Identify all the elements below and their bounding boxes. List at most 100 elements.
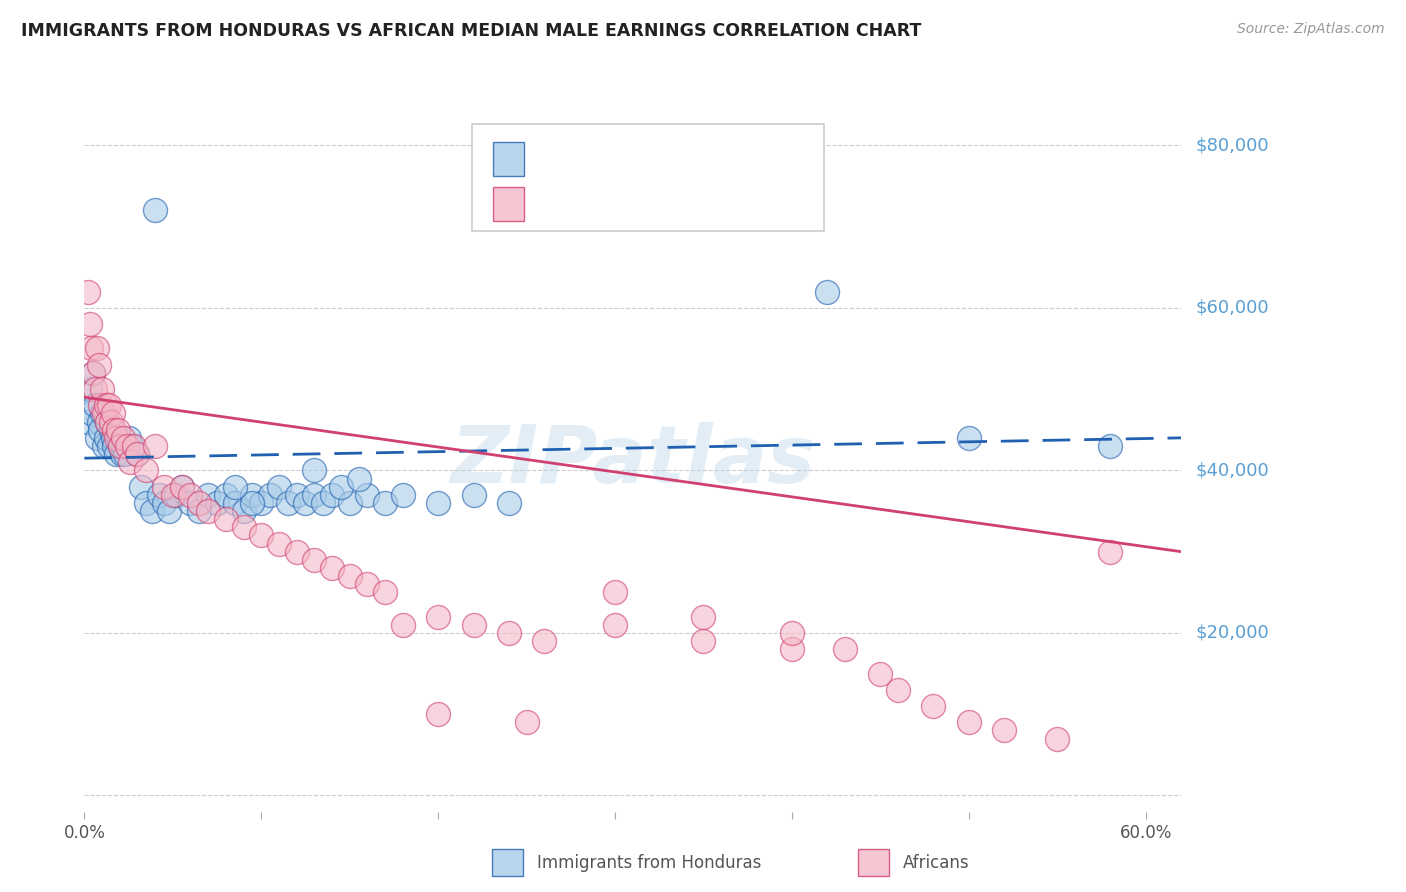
Point [232, 504, 254, 518]
Text: Immigrants from Honduras: Immigrants from Honduras [537, 855, 762, 872]
Text: $20,000: $20,000 [1195, 624, 1270, 642]
Point [107, 423, 129, 437]
Point [391, 617, 413, 632]
Point [312, 496, 335, 510]
Point [162, 488, 184, 502]
Point [115, 439, 138, 453]
Point [87, 415, 110, 429]
Point [339, 569, 361, 583]
Point [86, 431, 108, 445]
Point [108, 439, 131, 453]
Point [250, 528, 273, 542]
Point [232, 520, 254, 534]
Point [224, 480, 246, 494]
Point [93, 407, 115, 421]
Point [603, 585, 626, 599]
Point [242, 488, 264, 502]
Text: N =: N = [668, 149, 699, 167]
Point [993, 723, 1015, 738]
Point [80, 342, 103, 356]
Point [103, 423, 125, 437]
Point [692, 634, 714, 648]
Point [84, 398, 107, 412]
Point [259, 488, 281, 502]
Text: R =: R = [541, 149, 572, 167]
Point [463, 488, 485, 502]
Point [77, 285, 100, 299]
Text: $80,000: $80,000 [1195, 136, 1268, 154]
Point [498, 626, 520, 640]
Point [94, 398, 117, 412]
Point [94, 431, 117, 445]
Point [887, 682, 910, 697]
Point [374, 585, 396, 599]
Point [89, 423, 111, 437]
Point [205, 496, 228, 510]
Point [86, 342, 108, 356]
Point [96, 415, 118, 429]
Point [79, 317, 101, 331]
Point [110, 447, 132, 461]
Point [285, 544, 308, 558]
Point [91, 382, 114, 396]
Point [101, 431, 124, 445]
Point [129, 480, 152, 494]
Point [100, 423, 122, 437]
Text: N =: N = [668, 194, 699, 212]
Point [170, 480, 193, 494]
Point [100, 415, 122, 429]
Point [267, 536, 290, 550]
Point [869, 666, 891, 681]
Point [250, 496, 273, 510]
Point [143, 439, 166, 453]
Point [304, 488, 326, 502]
Point [215, 512, 238, 526]
Point [922, 699, 945, 714]
Point [188, 496, 211, 510]
Point [121, 439, 143, 453]
Point [114, 447, 136, 461]
Point [98, 398, 121, 412]
Point [96, 415, 118, 429]
Point [84, 382, 107, 396]
Point [815, 285, 838, 299]
Point [1099, 544, 1122, 558]
Point [93, 439, 115, 453]
Point [179, 496, 201, 510]
Point [304, 463, 326, 477]
Point [957, 715, 980, 730]
Point [117, 431, 139, 445]
Point [135, 496, 157, 510]
Point [321, 561, 343, 575]
Point [277, 496, 299, 510]
Point [957, 431, 980, 445]
Point [80, 407, 103, 421]
Point [498, 496, 520, 510]
Point [427, 496, 450, 510]
Point [215, 488, 238, 502]
Point [516, 715, 538, 730]
Point [285, 488, 308, 502]
Point [321, 488, 343, 502]
Text: IMMIGRANTS FROM HONDURAS VS AFRICAN MEDIAN MALE EARNINGS CORRELATION CHART: IMMIGRANTS FROM HONDURAS VS AFRICAN MEDI… [21, 22, 921, 40]
Point [427, 609, 450, 624]
Point [463, 617, 485, 632]
Point [148, 488, 170, 502]
Point [91, 407, 114, 421]
Point [427, 707, 450, 722]
Point [103, 439, 125, 453]
Point [242, 496, 264, 510]
Point [339, 496, 361, 510]
Text: 63: 63 [724, 194, 747, 212]
Point [135, 463, 157, 477]
Point [1046, 731, 1069, 746]
Point [834, 642, 856, 657]
Point [87, 358, 110, 372]
Point [89, 398, 111, 412]
Point [101, 407, 124, 421]
Point [105, 431, 128, 445]
Point [347, 471, 370, 485]
Text: Source: ZipAtlas.com: Source: ZipAtlas.com [1237, 22, 1385, 37]
Point [356, 577, 378, 591]
Point [179, 488, 201, 502]
